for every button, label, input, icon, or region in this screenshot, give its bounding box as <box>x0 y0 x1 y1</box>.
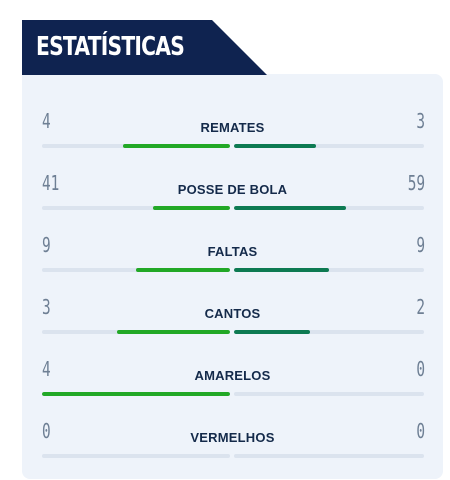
home-value: 3 <box>42 295 51 319</box>
stat-label: CANTOS <box>204 306 261 321</box>
away-bar-track <box>234 268 424 272</box>
home-bar-fill <box>117 330 230 334</box>
away-value: 0 <box>416 357 425 381</box>
home-bar-fill <box>136 268 230 272</box>
stats-panel: 4 REMATES 3 41 POSSE DE BOLA 59 9 FALTAS… <box>22 74 443 479</box>
stat-row-vermelhos: 0 VERMELHOS 0 <box>22 419 443 469</box>
away-value: 3 <box>416 109 425 133</box>
away-value: 0 <box>416 419 425 443</box>
stats-title: ESTATÍSTICAS <box>36 32 185 62</box>
away-bar-track <box>234 144 424 148</box>
away-bar-track <box>234 454 424 458</box>
stat-row-faltas: 9 FALTAS 9 <box>22 233 443 283</box>
home-value: 0 <box>42 419 51 443</box>
home-value: 4 <box>42 357 51 381</box>
away-value: 9 <box>416 233 425 257</box>
away-bar-track <box>234 392 424 396</box>
stats-header: ESTATÍSTICAS <box>22 20 267 75</box>
away-bar-track <box>234 206 424 210</box>
away-value: 59 <box>407 171 425 195</box>
home-bar-fill <box>42 392 230 396</box>
stat-label: REMATES <box>200 120 265 135</box>
home-bar-track <box>42 268 230 272</box>
stat-row-cantos: 3 CANTOS 2 <box>22 295 443 345</box>
away-bar-fill <box>234 206 347 210</box>
home-value: 4 <box>42 109 51 133</box>
home-bar-fill <box>122 144 230 148</box>
home-bar-track <box>42 392 230 396</box>
home-value: 41 <box>42 171 60 195</box>
stat-row-remates: 4 REMATES 3 <box>22 109 443 159</box>
home-bar-track <box>42 206 230 210</box>
stat-row-amarelos: 4 AMARELOS 0 <box>22 357 443 407</box>
home-bar-track <box>42 454 230 458</box>
away-bar-track <box>234 330 424 334</box>
stat-row-posse-de-bola: 41 POSSE DE BOLA 59 <box>22 171 443 221</box>
home-value: 9 <box>42 233 51 257</box>
home-bar-track <box>42 144 230 148</box>
home-bar-track <box>42 330 230 334</box>
stat-label: FALTAS <box>207 244 258 259</box>
away-bar-fill <box>234 268 329 272</box>
stat-label: POSSE DE BOLA <box>177 182 288 197</box>
stat-label: AMARELOS <box>194 368 271 383</box>
away-value: 2 <box>416 295 425 319</box>
stat-label: VERMELHOS <box>190 430 275 445</box>
home-bar-fill <box>152 206 230 210</box>
away-bar-fill <box>234 144 316 148</box>
away-bar-fill <box>234 330 310 334</box>
